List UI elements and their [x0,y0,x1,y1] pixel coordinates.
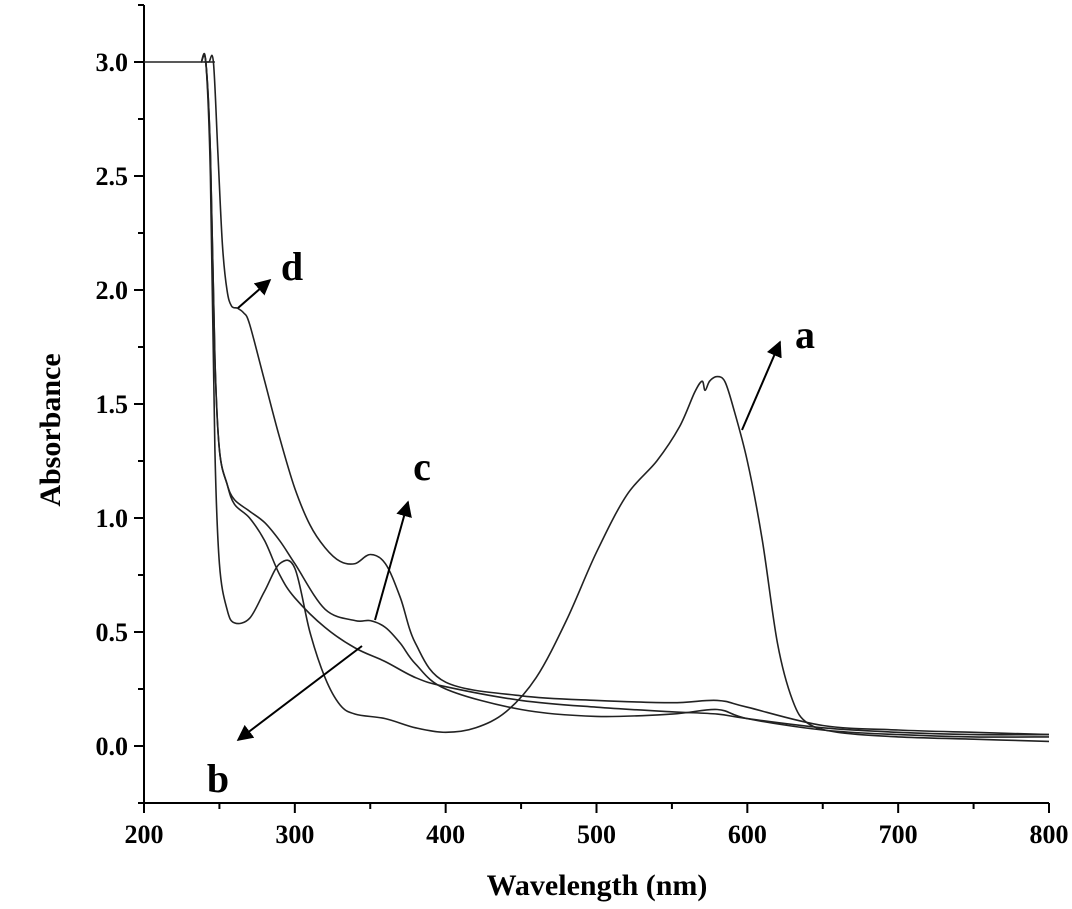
y-tick-label: 1.5 [96,390,129,419]
y-tick-label: 1.0 [96,504,129,533]
y-tick-label: 0.0 [96,732,129,761]
x-tick-label: 500 [577,820,616,849]
series-d-line [204,54,1050,736]
y-tick-label: 0.5 [96,618,129,647]
y-tick-label: 3.0 [96,48,129,77]
curve-label-b: b [207,756,229,801]
x-tick-label: 300 [275,820,314,849]
arrow-c [374,500,412,621]
curve-label-c: c [413,444,431,489]
x-tick-label: 800 [1030,820,1069,849]
x-tick-label: 700 [879,820,918,849]
series-b-line [200,54,1050,736]
y-axis-title: Absorbance [34,353,67,506]
annotations: a b c d [207,244,815,801]
series-c-line [200,54,1050,738]
x-tick-label: 200 [125,820,164,849]
arrow-b [236,645,363,741]
axes: 200 300 400 500 600 700 800 0.0 0.5 1.0 1.5 2.0 2.5 3… [96,4,1069,849]
arrow-a [741,340,782,431]
x-tick-label: 400 [426,820,465,849]
series-a-line [200,52,1050,743]
curves [144,52,1050,743]
curve-label-a: a [795,312,815,357]
x-axis-title: Wavelength (nm) [487,869,708,902]
y-tick-label: 2.5 [96,162,129,191]
y-tick-label: 2.0 [96,276,129,305]
x-tick-label: 600 [728,820,767,849]
arrow-d [237,278,272,309]
curve-label-d: d [281,244,303,289]
